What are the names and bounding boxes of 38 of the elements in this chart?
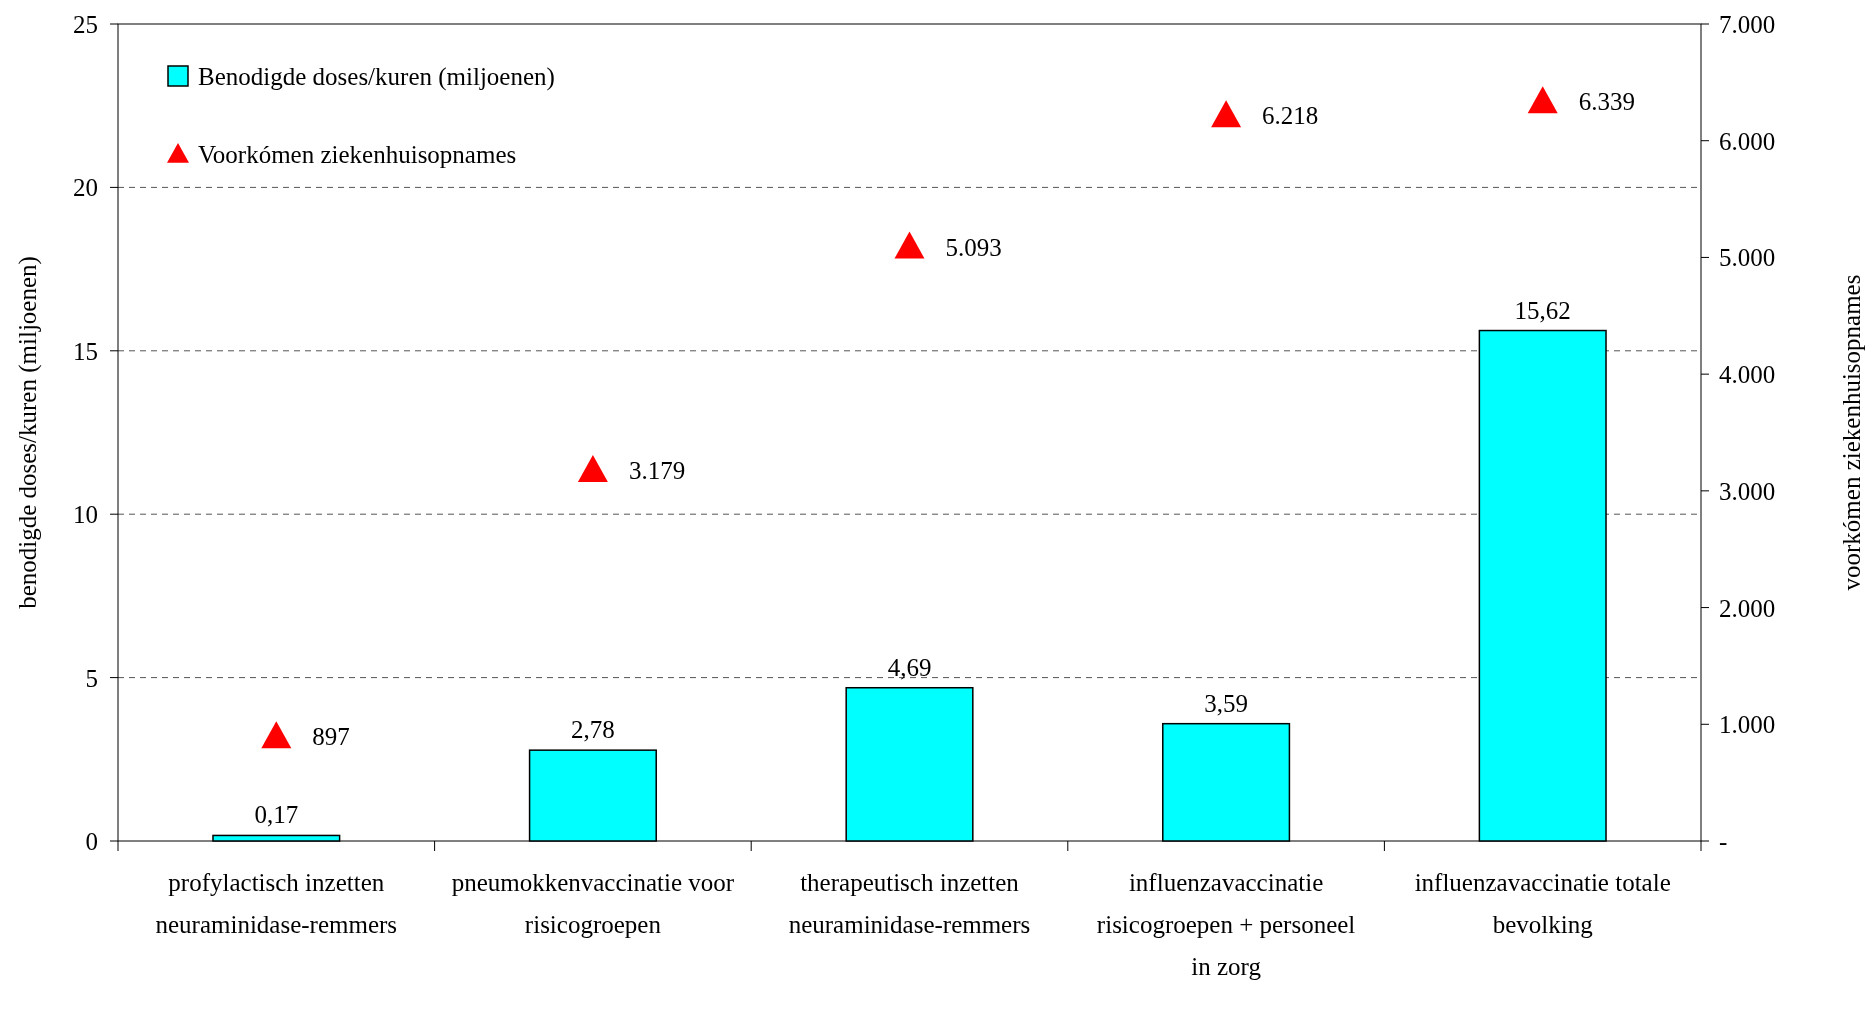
legend-label: Voorkómen ziekenhuisopnames	[198, 141, 517, 168]
y-tick-label: 10	[73, 501, 98, 529]
data-label: 6.218	[1262, 102, 1319, 130]
x-tick-label: influenzavaccinatie risicogroepen + personeel in zorg	[1096, 869, 1356, 980]
x-tick-label: pneumokkenvaccinatie voor risicogroepen	[451, 869, 735, 938]
data-label: 4,69	[887, 653, 932, 681]
y-tick-label: 0	[85, 828, 98, 855]
y-tick-label: 25	[73, 11, 98, 38]
x-tick-label: profylactisch inzetten neuraminidase-remmers	[155, 869, 398, 938]
data-label: 897	[312, 723, 350, 751]
y2-tick-label: 5.000	[1719, 244, 1776, 272]
data-label: 15,62	[1514, 296, 1571, 324]
y2-tick-label: 2.000	[1719, 594, 1776, 622]
legend-label: Benodigde doses/kuren (miljoenen)	[198, 63, 555, 91]
data-label: 5.093	[945, 233, 1002, 261]
x-tick-label: influenzavaccinatie totale bevolking	[1414, 869, 1671, 938]
point	[1527, 86, 1558, 114]
point	[894, 231, 925, 259]
y2-tick-label: 3.000	[1719, 477, 1776, 505]
data-label: 3.179	[628, 456, 686, 484]
y2-tick-label: 1.000	[1719, 711, 1776, 739]
point	[261, 721, 292, 749]
y-axis-title: benodigde doses/kuren (miljoenen)	[14, 256, 42, 609]
y2-axis-title: voorkómen ziekenhuisopnames	[1838, 274, 1865, 591]
data-label: 3,59	[1204, 689, 1248, 717]
x-tick-label: therapeutisch inzetten neuraminidase-remmers	[788, 869, 1031, 938]
data-label: 0,17	[254, 801, 299, 829]
y2-tick-label: 6.000	[1719, 127, 1776, 155]
y2-tick-label: 7.000	[1719, 11, 1776, 38]
y-tick-label: 5	[85, 664, 98, 692]
y2-tick-label: 4.000	[1719, 361, 1776, 389]
point	[577, 454, 608, 482]
point	[1211, 100, 1242, 128]
y2-tick-label: -	[1719, 828, 1728, 855]
y-tick-label: 15	[73, 337, 98, 365]
data-label: 6.339	[1578, 88, 1635, 116]
data-label: 2,78	[571, 716, 615, 744]
y-tick-label: 20	[73, 174, 98, 202]
